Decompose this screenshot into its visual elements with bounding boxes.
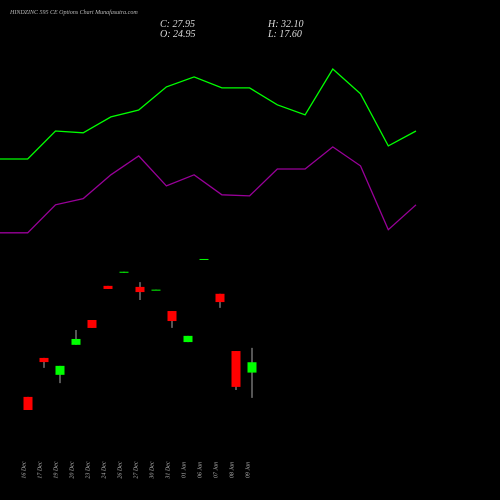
- x-tick-label: 16 Dec: [21, 461, 27, 478]
- candle-body: [135, 286, 145, 293]
- x-tick-label: 31 Dec: [165, 461, 171, 479]
- x-tick-label: 09 Jan: [245, 462, 251, 478]
- candle-body: [183, 335, 193, 343]
- chart-title: HINDZINC 595 CE Options Chart Munafasutr…: [9, 9, 138, 16]
- candle-body: [23, 396, 33, 410]
- x-tick-label: 06 Jan: [197, 462, 203, 478]
- stat-close: C: 27.95: [160, 19, 195, 30]
- x-tick-label: 08 Jan: [229, 462, 235, 478]
- x-tick-label: 19 Dec: [53, 461, 59, 478]
- x-tick-label: 24 Dec: [100, 461, 107, 478]
- candle-body: [39, 357, 49, 363]
- candle-body: [151, 289, 161, 291]
- candle-body: [247, 362, 257, 373]
- stat-low: L: 17.60: [267, 29, 302, 40]
- stat-open: O: 24.95: [160, 29, 196, 40]
- x-tick-label: 20 Dec: [69, 461, 75, 478]
- x-tick-label: 07 Jan: [213, 462, 219, 478]
- x-tick-label: 26 Dec: [117, 461, 123, 478]
- candle-body: [199, 258, 209, 260]
- x-tick-label: 17 Dec: [37, 461, 43, 478]
- candle-body: [55, 365, 65, 375]
- candle-body: [167, 311, 177, 322]
- x-tick-label: 01 Jan: [181, 462, 187, 478]
- candle-body: [231, 351, 241, 387]
- candle-body: [103, 285, 113, 289]
- indicator-line: [0, 67, 417, 160]
- candle-body: [215, 293, 225, 303]
- candle-body: [71, 338, 81, 345]
- candle-body: [87, 320, 97, 328]
- indicator-line: [0, 146, 417, 234]
- x-tick-label: 27 Dec: [133, 461, 139, 478]
- x-tick-label: 30 Dec: [149, 461, 155, 479]
- stat-high: H: 32.10: [267, 19, 304, 30]
- x-tick-label: 23 Dec: [85, 461, 91, 478]
- candle-body: [119, 271, 129, 273]
